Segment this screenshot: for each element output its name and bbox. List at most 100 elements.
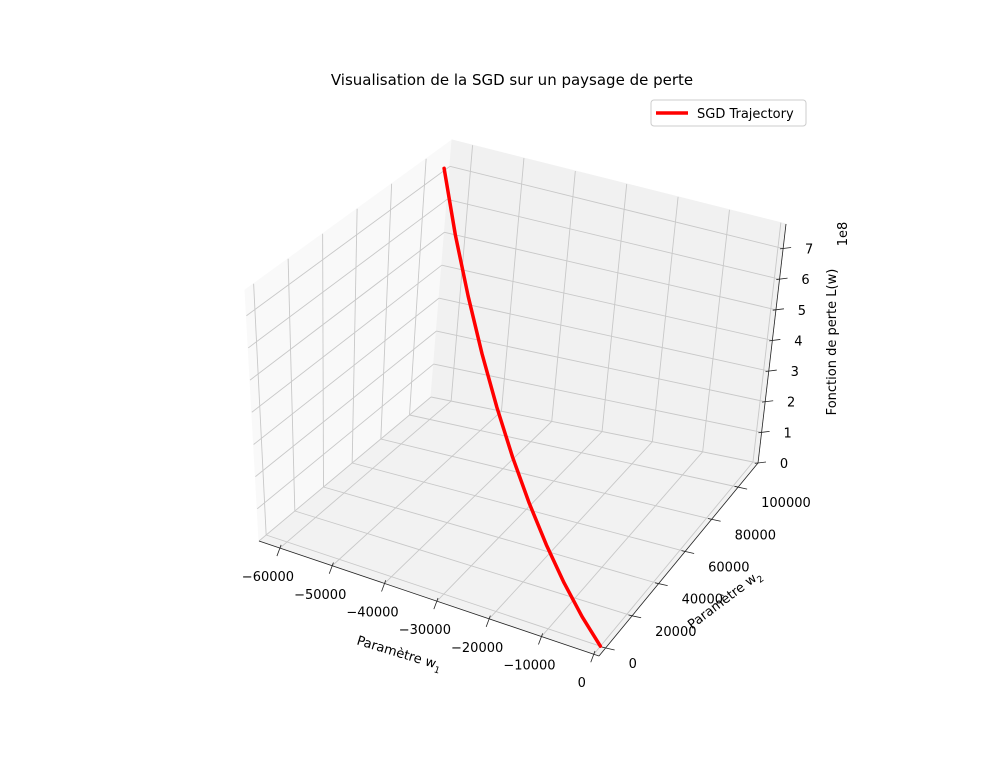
y-tick-label: 100000 [761,496,811,511]
y-tick [734,485,748,490]
z-tick [772,308,784,311]
x-axis-label: Paramètre w1 [354,634,443,677]
grid-y-left [351,208,358,464]
legend-label: SGD Trajectory [697,107,794,122]
grid-z-left [249,231,445,381]
x-tick-label: −50000 [294,588,346,603]
grid-z-back [447,198,780,280]
grid-z-left [247,198,448,349]
grid-z-left [258,396,432,542]
grid-y-floor [409,414,739,488]
grid-y-left [409,158,427,416]
z-tick-label: 1 [783,426,791,441]
y-tick-label: 40000 [682,593,723,608]
x-tick [328,562,334,574]
y-tick [681,550,695,554]
y-tick [601,646,615,651]
sgd-trajectory-line [442,166,603,648]
z-tick [758,430,770,434]
x-tick-label: −20000 [451,641,503,656]
grid-x-back [551,170,576,422]
x-tick [433,597,439,610]
z-tick [779,247,792,250]
grid-x-floor [384,421,553,584]
z-tick [761,400,774,403]
grid-y-floor [294,510,633,617]
grid-x-back [752,222,782,463]
y-tick [654,582,668,587]
grid-x-floor [331,410,502,567]
grid-x-back [651,196,679,442]
grid-z-back [438,297,769,372]
x-tick [276,544,282,557]
x-tick [538,633,544,645]
y-tick [707,518,721,522]
grid-y-floor [266,534,606,649]
legend: SGD Trajectory [650,99,807,127]
y-tick-label: 80000 [735,528,776,543]
grid-z-back [444,231,777,311]
grid-x-floor [541,451,704,637]
grid-x-back [601,183,628,432]
grid-z-left [255,330,437,477]
grid-y-left [380,183,393,440]
z-tick-label: 2 [787,396,795,411]
grid-z-left [256,363,434,510]
y-axis-line [598,462,759,657]
x-axis-line [258,540,600,657]
grid-z-left [253,297,440,445]
grid-y-floor [323,486,659,585]
z-axis-line [757,223,787,464]
legend-frame [650,99,807,127]
axis-panes [244,138,787,657]
grid-x-floor [488,441,653,620]
x-tick [381,580,387,592]
grid-z-left [246,165,451,317]
grid-y-floor [352,462,686,552]
grid-y-floor [380,438,712,520]
x-tick-label: 0 [578,676,586,691]
z-tick-label: 0 [780,457,788,472]
z-axis-offset-label: 1e8 [836,222,851,247]
grid-x-floor [279,400,452,549]
grid-z-left [251,264,443,413]
z-tick [776,277,788,280]
y-tick-label: 20000 [655,625,696,640]
z-tick-label: 3 [791,365,799,380]
x-tick [485,615,491,627]
y-tick-label: 0 [629,657,637,672]
y-tick [628,614,642,619]
grid-z-back [449,165,784,249]
y-tick-label: 60000 [708,560,749,575]
x-tick-label: −60000 [242,570,294,585]
z-tick-label: 5 [798,304,806,319]
z-tick [769,339,781,342]
grid-z-back [441,264,773,341]
grid-x-floor [593,461,754,655]
tick-marks [276,247,792,663]
x-tick-label: −30000 [399,623,451,638]
x-tick [590,650,596,663]
grid-z-back [430,396,759,464]
grid-y-left [253,283,267,536]
z-tick [765,369,777,372]
x-tick-label: −10000 [503,659,555,674]
tick-labels: −60000−50000−40000−30000−20000−100000020… [242,243,813,692]
z-tick [754,461,767,464]
grid-z-back [436,330,766,403]
z-tick-label: 6 [801,273,809,288]
chart-title: Visualisation de la SGD sur un paysage d… [331,71,693,89]
grid-y-left [287,258,296,512]
x-tick-label: −40000 [346,605,398,620]
z-tick-label: 4 [794,334,802,349]
z-tick-label: 7 [805,243,813,258]
grid-x-back [702,209,730,452]
axis-lines [258,223,787,657]
grid-x-floor [436,431,603,602]
series-layer [442,166,603,648]
z-axis-label: Fonction de perte L(w) [825,269,840,416]
grid-y-left [322,233,324,488]
grid-lines [246,145,784,655]
